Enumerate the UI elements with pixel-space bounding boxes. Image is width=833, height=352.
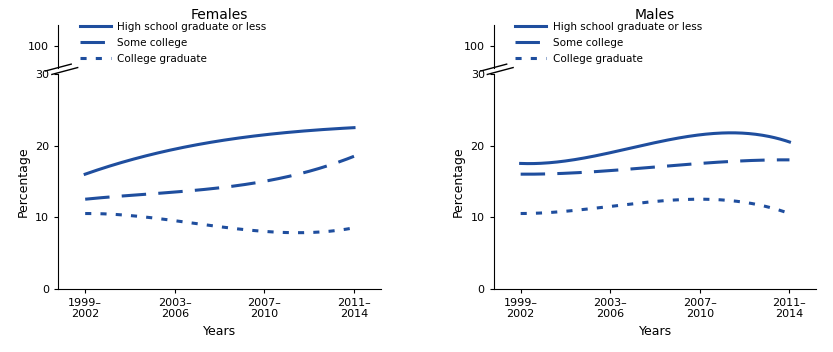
Title: Males: Males xyxy=(635,8,675,22)
Y-axis label: Percentage: Percentage xyxy=(17,146,30,216)
X-axis label: Years: Years xyxy=(639,325,671,338)
X-axis label: Years: Years xyxy=(203,325,236,338)
Y-axis label: Percentage: Percentage xyxy=(452,146,465,216)
Title: Females: Females xyxy=(191,8,248,22)
Legend: High school graduate or less, Some college, College graduate: High school graduate or less, Some colle… xyxy=(77,19,269,67)
Legend: High school graduate or less, Some college, College graduate: High school graduate or less, Some colle… xyxy=(512,19,705,67)
